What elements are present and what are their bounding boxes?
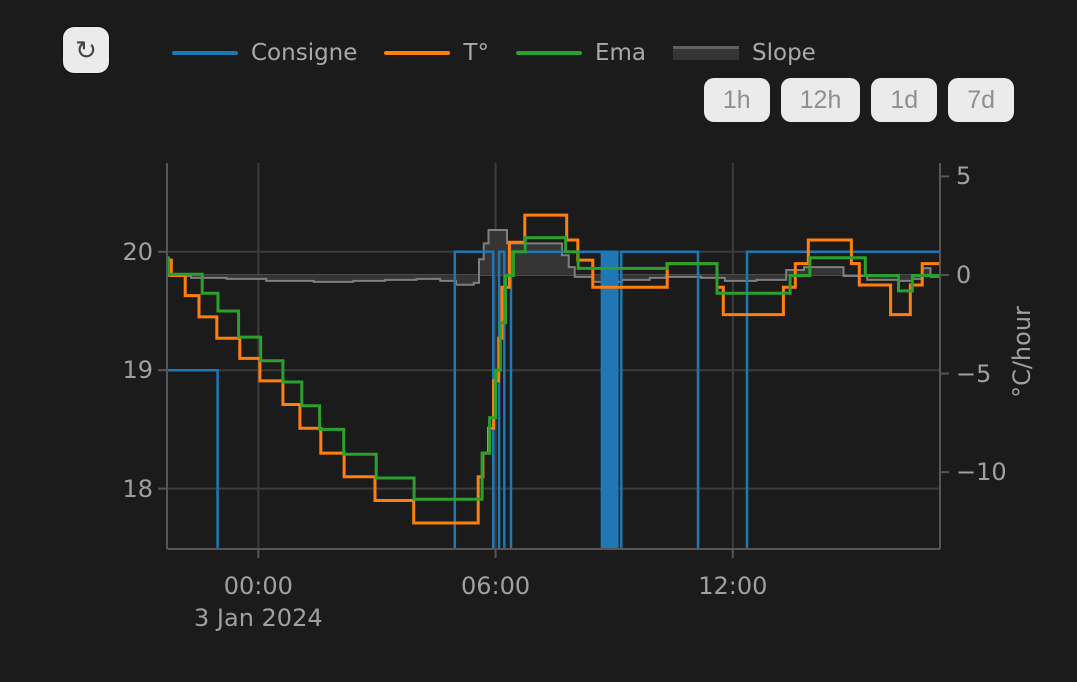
legend-item-consigne[interactable]: Consigne: [172, 40, 357, 66]
range-button-1h[interactable]: 1h: [703, 78, 770, 122]
legend-label-temperature: T°: [463, 40, 489, 66]
range-button-1d[interactable]: 1d: [871, 78, 938, 122]
consigne-line-swatch: [172, 51, 238, 55]
legend-label-ema: Ema: [594, 40, 647, 66]
legend-item-temperature[interactable]: T°: [384, 40, 489, 66]
legend-item-slope[interactable]: Slope: [673, 40, 816, 66]
gridlines: [167, 163, 940, 549]
slope-series-line: [167, 229, 940, 286]
slope-area-fill: [167, 230, 940, 285]
refresh-button[interactable]: ↻: [63, 27, 109, 73]
axis-frame: [158, 163, 949, 558]
temperature-line-swatch: [384, 51, 451, 55]
slope-area-swatch: [673, 46, 740, 60]
legend-label-consigne: Consigne: [251, 40, 358, 66]
chart-legend: Consigne T° Ema Slope: [172, 38, 816, 68]
range-button-7d[interactable]: 7d: [948, 78, 1014, 122]
time-range-buttons: 1h 12h 1d 7d: [703, 78, 1014, 122]
refresh-icon: ↻: [75, 35, 97, 65]
range-button-12h[interactable]: 12h: [780, 78, 861, 122]
series-group: [167, 213, 940, 549]
ema-line-swatch: [515, 51, 582, 55]
legend-item-ema[interactable]: Ema: [515, 40, 647, 66]
consigne-series-line: [167, 250, 940, 549]
ema-series-line: [167, 236, 940, 501]
legend-label-slope: Slope: [752, 40, 816, 66]
